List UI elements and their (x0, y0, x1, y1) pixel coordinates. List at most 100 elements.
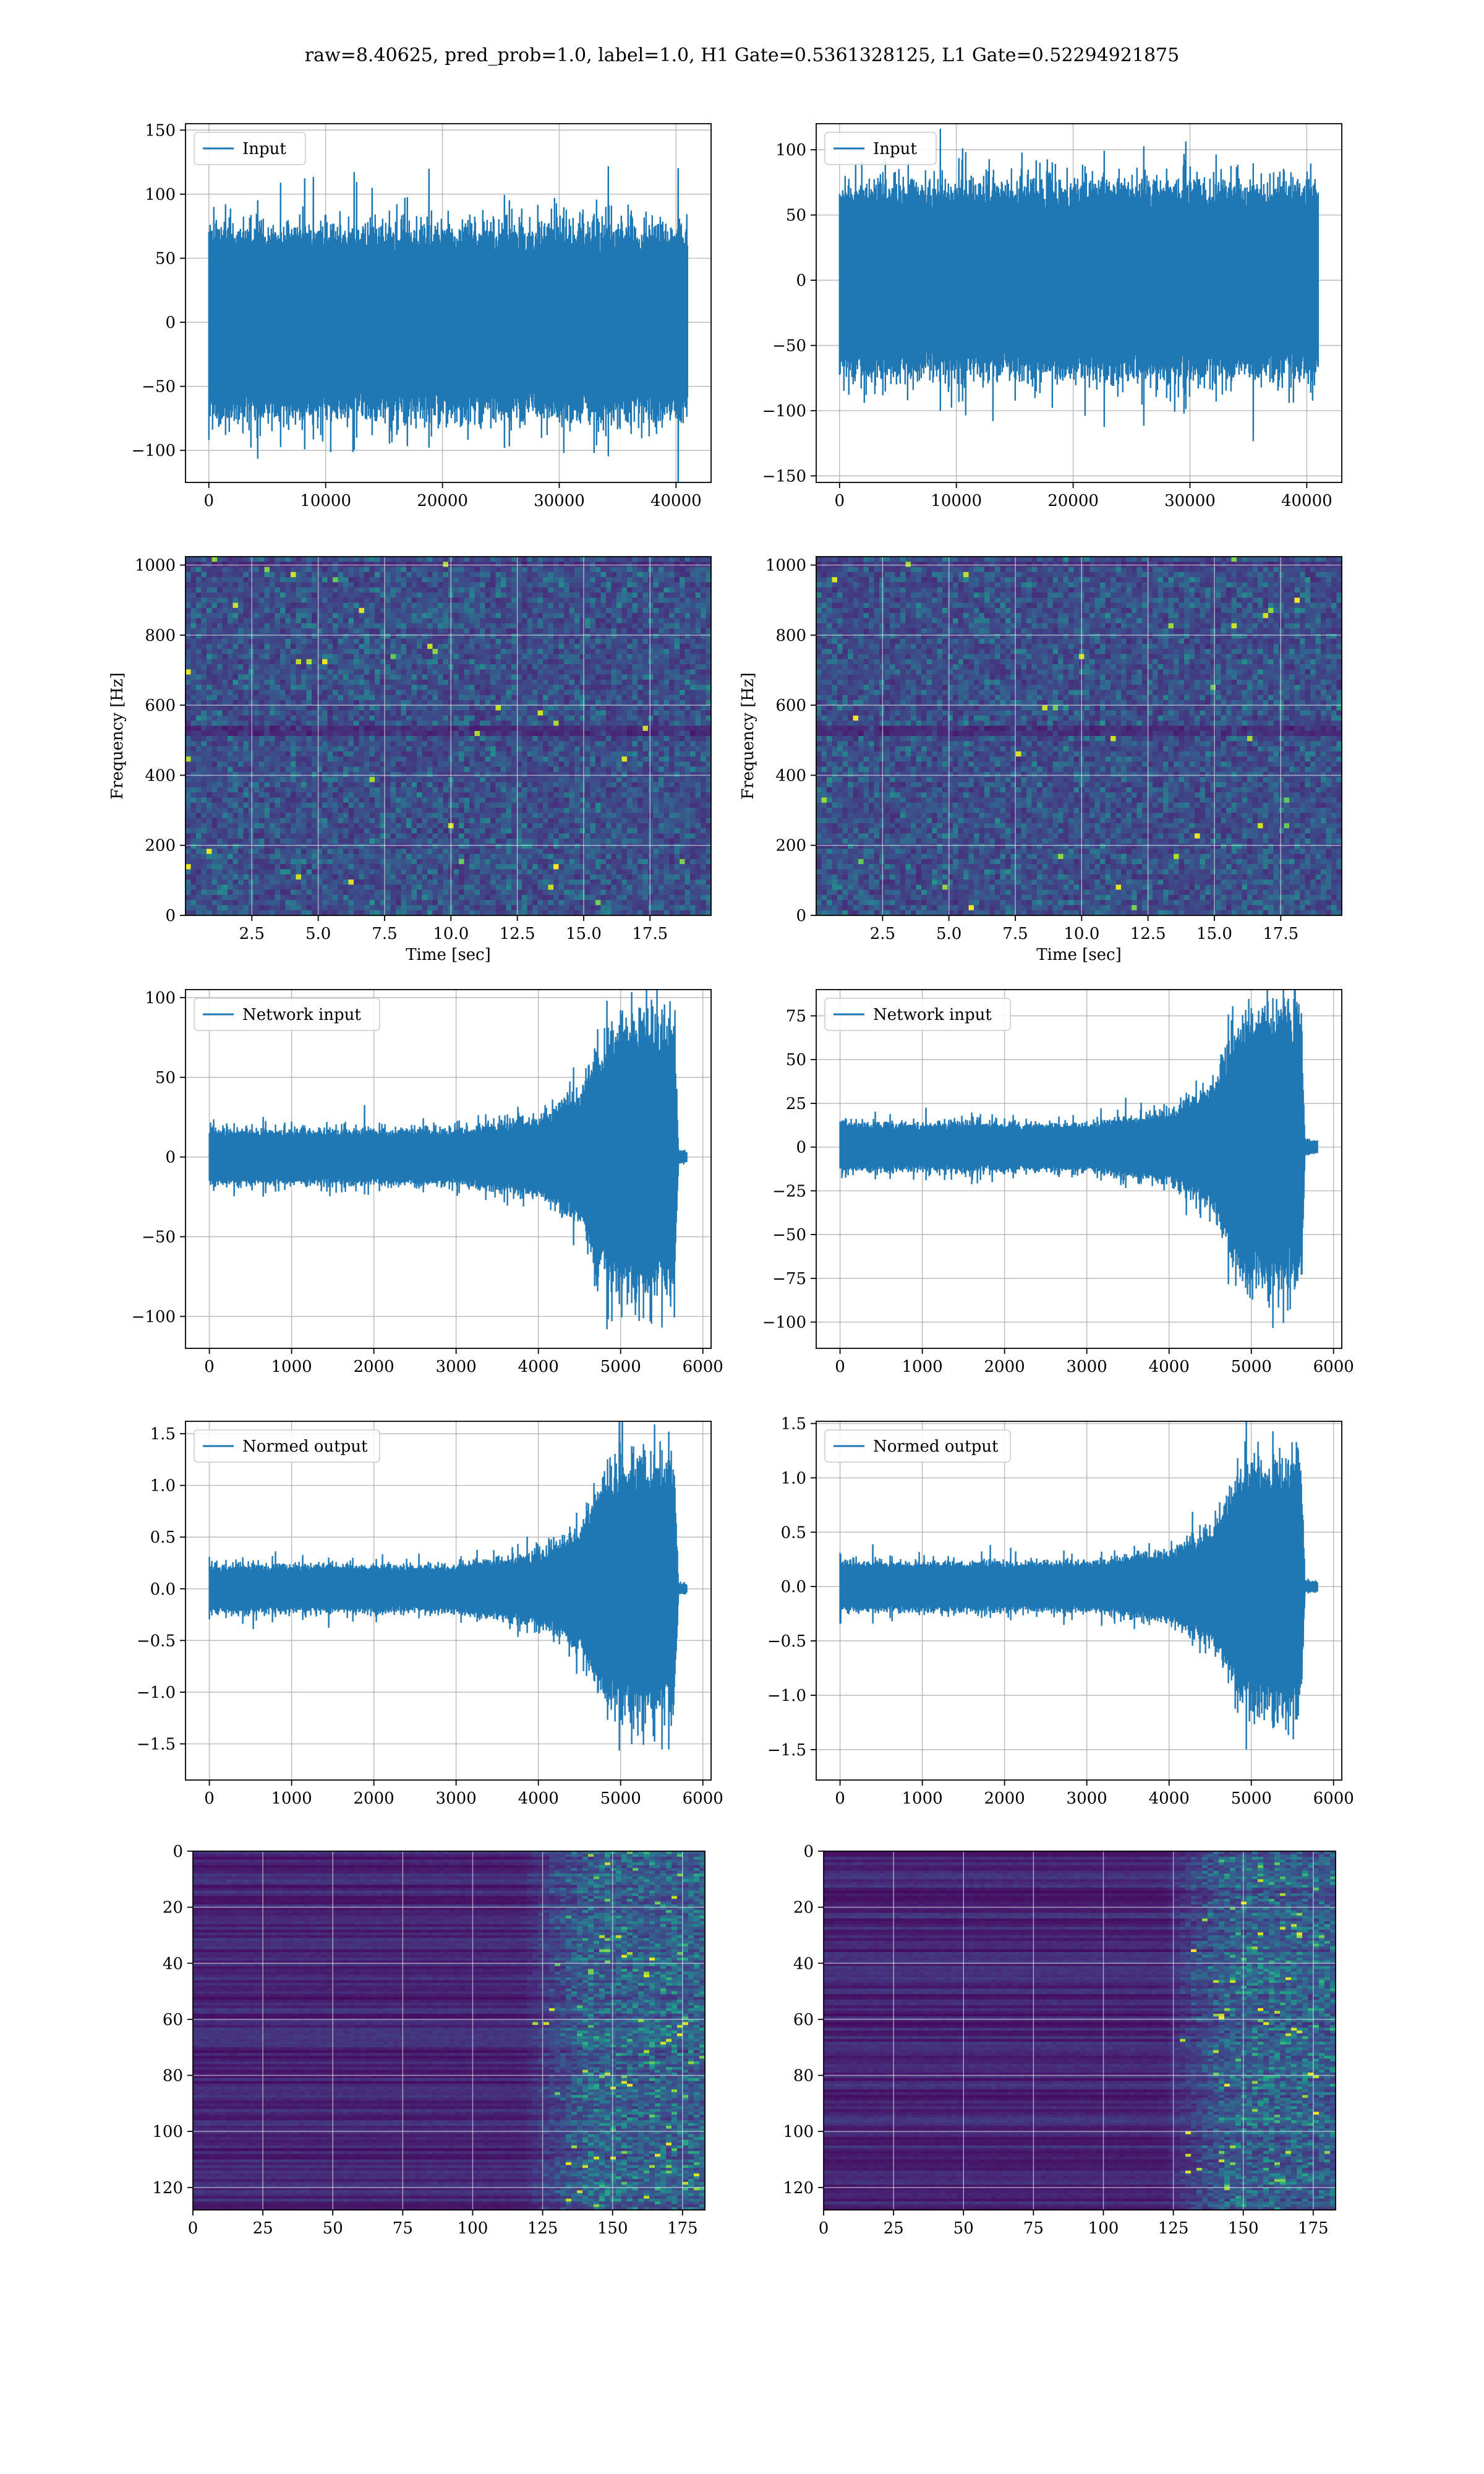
axes-frame (185, 123, 712, 483)
x-tick-label: 100 (458, 2219, 488, 2238)
x-tick-label: 20000 (417, 492, 468, 510)
x-tick-label: 2000 (354, 1789, 394, 1808)
y-axis-label: Frequency [Hz] (739, 672, 757, 800)
x-tick-label: 2000 (984, 1789, 1025, 1808)
x-tick-label: 30000 (534, 492, 585, 510)
legend: Normed output (194, 1429, 380, 1463)
y-tick-label: 60 (793, 2011, 814, 2029)
y-tick-label: 50 (786, 207, 806, 225)
x-tick-label: 1000 (271, 1358, 312, 1376)
x-tick-label: 10000 (931, 492, 982, 510)
legend-label: Network input (242, 1006, 361, 1024)
x-tick-label: 1000 (902, 1789, 943, 1808)
y-tick-label: 0.0 (150, 1580, 176, 1599)
legend-label: Network input (873, 1006, 992, 1024)
x-tick-label: 12.5 (1130, 925, 1166, 943)
y-tick-label: 0 (173, 1843, 183, 1861)
y-tick-label: 100 (145, 989, 176, 1008)
y-tick-label: 0 (796, 272, 806, 290)
y-tick-label: −1.5 (767, 1741, 806, 1760)
y-tick-label: 100 (775, 141, 806, 160)
y-tick-label: 100 (152, 2123, 183, 2141)
x-tick-label: 25 (884, 2219, 904, 2238)
heatmap-cells (193, 1851, 705, 2210)
x-tick-label: 12.5 (500, 925, 535, 943)
y-tick-label: 0 (165, 314, 176, 332)
y-tick-label: 1.5 (150, 1425, 176, 1444)
y-tick-label: 20 (793, 1899, 814, 1917)
legend: Input (824, 132, 937, 165)
x-tick-label: 150 (597, 2219, 628, 2238)
x-tick-label: 0 (819, 2219, 829, 2238)
y-tick-label: 100 (145, 186, 176, 204)
x-tick-label: 125 (1158, 2219, 1189, 2238)
y-tick-label: 1000 (765, 557, 806, 575)
x-tick-label: 17.5 (632, 925, 668, 943)
y-tick-label: 75 (786, 1007, 806, 1025)
series-line (208, 990, 688, 1330)
axes-frame (192, 1851, 706, 2211)
x-tick-label: 5.0 (936, 925, 962, 943)
axes-frame (185, 989, 712, 1349)
legend-label: Normed output (873, 1437, 999, 1456)
x-axis-label: Time [sec] (1036, 946, 1122, 964)
x-tick-label: 4000 (518, 1358, 559, 1376)
y-tick-label: −50 (142, 1228, 176, 1247)
y-tick-label: 80 (163, 2067, 183, 2086)
y-tick-label: 120 (783, 2179, 814, 2198)
figure-title: raw=8.40625, pred_prob=1.0, label=1.0, H… (0, 45, 1484, 66)
x-tick-label: 2.5 (870, 925, 895, 943)
x-tick-label: 4000 (1149, 1358, 1190, 1376)
y-tick-label: 40 (163, 1954, 183, 1973)
y-tick-label: −50 (772, 337, 806, 356)
x-tick-label: 125 (527, 2219, 558, 2238)
x-tick-label: 10.0 (433, 925, 469, 943)
y-tick-label: 0 (803, 1843, 814, 1861)
axes-frame (816, 989, 1342, 1349)
series-line (838, 129, 1319, 442)
x-tick-label: 7.5 (372, 925, 397, 943)
y-tick-label: 0 (796, 1139, 806, 1157)
legend-label: Input (873, 140, 917, 158)
y-tick-label: −100 (132, 442, 176, 460)
y-tick-label: 50 (155, 250, 176, 268)
grid (192, 1851, 705, 2210)
series-line (839, 990, 1318, 1329)
y-tick-label: 400 (775, 766, 806, 785)
x-tick-label: 30000 (1164, 492, 1216, 510)
x-tick-label: 6000 (683, 1358, 723, 1376)
y-tick-label: 80 (793, 2067, 814, 2086)
x-tick-label: 150 (1228, 2219, 1259, 2238)
y-tick-label: 50 (155, 1069, 176, 1087)
y-tick-label: −75 (772, 1270, 806, 1288)
y-tick-label: 600 (775, 696, 806, 715)
y-tick-label: −50 (772, 1226, 806, 1244)
x-tick-label: 40000 (650, 492, 702, 510)
x-tick-label: 2000 (354, 1358, 394, 1376)
y-tick-label: 600 (145, 696, 176, 715)
y-tick-label: 200 (145, 837, 176, 855)
y-tick-label: 100 (783, 2123, 814, 2141)
x-tick-label: 175 (1298, 2219, 1329, 2238)
x-tick-label: 6000 (1313, 1789, 1354, 1808)
y-tick-label: 40 (793, 1954, 814, 1973)
legend: Network input (194, 998, 380, 1031)
x-tick-label: 6000 (1313, 1358, 1354, 1376)
x-tick-label: 0 (835, 1358, 845, 1376)
x-tick-label: 0 (835, 1789, 845, 1808)
x-tick-label: 3000 (1067, 1789, 1107, 1808)
x-tick-label: 3000 (436, 1789, 477, 1808)
x-tick-label: 25 (253, 2219, 273, 2238)
y-tick-label: 50 (786, 1051, 806, 1069)
y-tick-label: 0 (165, 1149, 176, 1167)
x-tick-label: 75 (393, 2219, 413, 2238)
x-tick-label: 50 (953, 2219, 974, 2238)
y-tick-label: 150 (145, 121, 176, 140)
x-tick-label: 17.5 (1263, 925, 1298, 943)
